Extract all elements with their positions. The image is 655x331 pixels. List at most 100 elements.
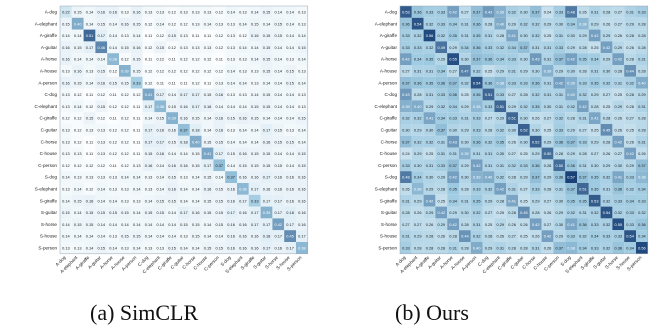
- heatmap-cell: [494, 230, 507, 242]
- cell-value-label: 0.14: [251, 45, 259, 50]
- cell-value-label: 0.17: [157, 92, 165, 97]
- heatmap-cell: [435, 100, 448, 113]
- heatmap-cell: [178, 100, 190, 113]
- cell-value-label: 0.28: [638, 69, 646, 74]
- heatmap-cell: [248, 171, 261, 183]
- row-tick-label: C-elephant: [375, 104, 398, 109]
- heatmap-cell: [600, 230, 613, 242]
- heatmap-cell: [636, 183, 648, 195]
- cell-value-label: 0.29: [626, 21, 634, 26]
- heatmap-cell: [553, 183, 566, 195]
- cell-value-label: 0.55: [449, 57, 457, 62]
- cell-value-label: 0.29: [508, 21, 516, 26]
- cell-value-label: 0.13: [74, 246, 82, 251]
- heatmap-cell: [296, 65, 308, 77]
- cell-value-label: 0.54: [626, 234, 634, 239]
- cell-value-label: 0.29: [497, 69, 505, 74]
- heatmap-cell: [435, 88, 448, 101]
- cell-value-label: 0.17: [145, 104, 153, 109]
- heatmap-cell: [237, 147, 249, 160]
- cell-value-label: 0.33: [438, 21, 446, 26]
- cell-value-label: 0.30: [520, 139, 528, 144]
- heatmap-cell: [166, 183, 178, 195]
- cell-value-label: 0.16: [251, 33, 259, 38]
- heatmap-cell: [636, 29, 648, 42]
- cell-value-label: 0.16: [239, 116, 247, 121]
- heatmap-cell: [411, 17, 424, 30]
- cell-value-label: 0.49: [438, 45, 446, 50]
- cell-value-label: 0.14: [227, 104, 235, 109]
- heatmap-cell: [60, 194, 72, 207]
- heatmap-cell: [248, 88, 261, 101]
- heatmap-cell: [166, 230, 178, 242]
- cell-value-label: 0.14: [168, 92, 176, 97]
- heatmap-cell: [411, 242, 424, 254]
- cell-value-label: 0.39: [473, 175, 481, 180]
- heatmap-cell: [225, 53, 237, 65]
- cell-value-label: 0.14: [74, 187, 82, 192]
- heatmap-cell: [529, 183, 542, 195]
- heatmap-cell: [71, 183, 84, 195]
- cell-value-label: 0.15: [109, 80, 117, 85]
- cell-value-label: 0.14: [286, 33, 294, 38]
- heatmap-cell: [447, 88, 459, 101]
- cell-value-label: 0.33: [556, 45, 564, 50]
- cell-value-label: 0.13: [227, 21, 235, 26]
- cell-value-label: 0.25: [544, 33, 552, 38]
- cell-value-label: 0.14: [286, 116, 294, 121]
- cell-value-label: 0.32: [603, 222, 611, 227]
- heatmap-cell: [142, 171, 155, 183]
- cell-value-label: 0.17: [216, 151, 224, 156]
- heatmap-cell: [470, 230, 483, 242]
- heatmap-cell: [577, 53, 589, 65]
- cell-value-label: 0.30: [567, 33, 575, 38]
- cell-value-label: 0.31: [532, 45, 540, 50]
- heatmap-cell: [83, 206, 96, 219]
- heatmap-cell: [494, 6, 507, 18]
- heatmap-cell: [600, 112, 613, 124]
- heatmap-cell: [248, 112, 261, 124]
- heatmap-cell: [260, 135, 273, 148]
- heatmap-cell: [529, 135, 542, 148]
- heatmap-cell: [130, 194, 143, 207]
- cell-value-label: 0.11: [86, 92, 93, 97]
- cell-value-label: 0.14: [239, 128, 247, 133]
- heatmap-cell: [565, 171, 577, 183]
- cell-value-label: 0.16: [298, 210, 306, 215]
- cell-value-label: 0.43: [485, 10, 493, 15]
- heatmap-cell: [272, 29, 285, 42]
- heatmap-cell: [400, 218, 412, 231]
- cell-value-label: 0.38: [473, 104, 481, 109]
- heatmap-cell: [178, 183, 190, 195]
- cell-value-label: 0.14: [298, 128, 306, 133]
- heatmap-cell: [400, 17, 412, 30]
- cell-value-label: 0.33: [638, 10, 646, 15]
- heatmap-cell: [612, 194, 625, 207]
- heatmap-cell: [588, 171, 601, 183]
- cell-value-label: 0.27: [579, 128, 587, 133]
- cell-value-label: 0.29: [438, 175, 446, 180]
- cell-value-label: 0.14: [192, 246, 200, 251]
- cell-value-label: 0.15: [121, 234, 129, 239]
- cell-value-label: 0.26: [414, 210, 422, 215]
- cell-value-label: 0.34: [626, 198, 634, 203]
- cell-value-label: 0.14: [275, 116, 283, 121]
- heatmap-cell: [142, 135, 155, 148]
- heatmap-cell: [260, 171, 273, 183]
- cell-value-label: 0.14: [157, 175, 165, 180]
- cell-value-label: 0.31: [485, 33, 493, 38]
- heatmap-cell: [60, 135, 72, 148]
- heatmap-cell: [470, 206, 483, 219]
- heatmap-cell: [470, 53, 483, 65]
- cell-value-label: 0.50: [544, 151, 552, 156]
- heatmap-cell: [459, 112, 471, 124]
- cell-value-label: 0.29: [508, 104, 516, 109]
- cell-value-label: 0.11: [133, 128, 140, 133]
- cell-value-label: 0.45: [520, 210, 528, 215]
- heatmap-cell: [225, 218, 237, 231]
- row-tick-label: S-dog: [45, 175, 58, 180]
- cell-value-label: 0.31: [426, 69, 434, 74]
- cell-value-label: 0.31: [579, 210, 587, 215]
- heatmap-cell: [636, 206, 648, 219]
- row-tick-label: C-horse: [381, 139, 398, 144]
